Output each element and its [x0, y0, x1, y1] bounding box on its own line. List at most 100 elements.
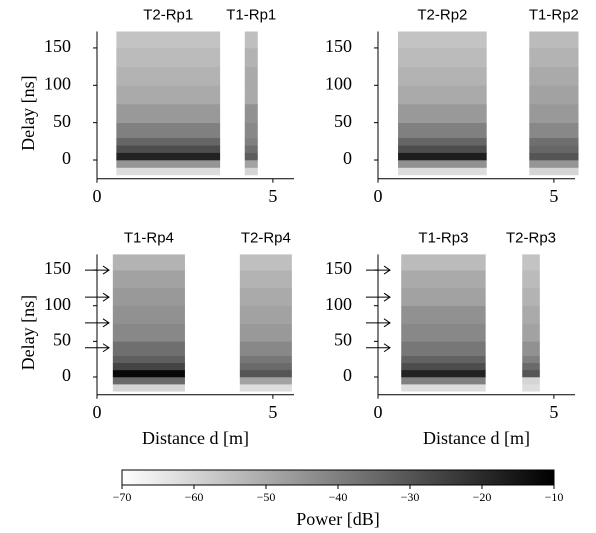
- colorbar: [121, 469, 555, 486]
- heat-cell: [239, 355, 292, 364]
- x-tick-label: 0: [93, 402, 102, 422]
- y-tick-label: 100: [325, 294, 352, 314]
- heat-cell: [116, 137, 221, 146]
- heat-cell: [239, 270, 292, 289]
- heat-cell: [244, 160, 258, 168]
- heat-cell: [244, 103, 258, 123]
- heat-cell: [239, 362, 292, 371]
- y-tick-label: 0: [62, 148, 71, 168]
- heat-cell: [398, 145, 487, 153]
- y-tick-label: 0: [343, 148, 352, 168]
- heat-cell: [116, 160, 221, 168]
- y-tick-label: 0: [343, 365, 352, 385]
- heat-cell: [398, 122, 487, 138]
- heat-cell: [398, 167, 487, 176]
- colorbar-tick-label: −10: [545, 490, 564, 504]
- heat-cell: [398, 85, 487, 105]
- heat-cell: [239, 376, 292, 385]
- heat-cell: [112, 323, 185, 342]
- heat-cell: [239, 369, 292, 378]
- heat-cell: [529, 167, 579, 176]
- colorbar-tick-label: −20: [473, 490, 492, 504]
- region-label: T1-Rp1: [226, 6, 276, 23]
- heat-cell: [112, 254, 185, 271]
- heat-cell: [529, 66, 579, 86]
- heat-cell: [401, 355, 486, 364]
- heat-cell: [398, 47, 487, 67]
- heat-cell: [401, 384, 486, 392]
- colorbar-tick-label: −30: [401, 490, 420, 504]
- heat-cell: [401, 376, 486, 385]
- x-tick-label: 5: [549, 186, 558, 206]
- heat-cell: [239, 305, 292, 324]
- heat-cell: [244, 66, 258, 86]
- heat-cell: [116, 31, 221, 49]
- heat-cell: [522, 254, 540, 271]
- heat-cell: [112, 362, 185, 371]
- heat-cell: [112, 305, 185, 324]
- heat-cell: [116, 103, 221, 123]
- x-tick-label: 0: [93, 186, 102, 206]
- y-tick-label: 100: [44, 294, 71, 314]
- heat-cell: [244, 137, 258, 146]
- heat-cell: [529, 122, 579, 138]
- region-label: T2-Rp1: [143, 6, 193, 23]
- heat-cell: [244, 167, 258, 176]
- heat-cell: [401, 341, 486, 356]
- colorbar-label: Power [dB]: [296, 509, 380, 529]
- arrow: [366, 343, 391, 353]
- heat-cell: [116, 167, 221, 176]
- heat-cell: [401, 270, 486, 289]
- arrow: [366, 318, 391, 328]
- colorbar-tick-label: −40: [329, 490, 348, 504]
- heat-cell: [522, 362, 540, 371]
- heat-cell: [116, 152, 221, 161]
- heat-cell: [239, 384, 292, 392]
- heat-cell: [529, 47, 579, 67]
- heat-cell: [116, 66, 221, 86]
- colorbar-tick-label: −70: [113, 490, 132, 504]
- heat-cell: [401, 323, 486, 342]
- heat-cell: [401, 362, 486, 371]
- heat-cell: [112, 341, 185, 356]
- heat-cell: [529, 145, 579, 153]
- heat-cell: [112, 355, 185, 364]
- y-tick-label: 150: [44, 258, 71, 278]
- heat-cell: [244, 122, 258, 138]
- x-axis-label: Distance d [m]: [423, 428, 530, 448]
- heat-cell: [112, 376, 185, 385]
- x-tick-label: 0: [374, 402, 383, 422]
- region-label: T2-Rp4: [241, 229, 291, 246]
- region-label: T1-Rp2: [529, 6, 579, 23]
- heat-cell: [401, 287, 486, 307]
- heat-cell: [244, 85, 258, 105]
- heat-cell: [522, 384, 540, 392]
- y-tick-label: 150: [325, 36, 352, 56]
- heat-cell: [522, 305, 540, 324]
- region-label: T1-Rp4: [124, 229, 174, 246]
- y-tick-label: 50: [53, 329, 71, 349]
- heat-cell: [239, 341, 292, 356]
- heat-cell: [116, 145, 221, 153]
- heat-cell: [239, 287, 292, 307]
- heat-cell: [112, 384, 185, 392]
- heat-cell: [522, 369, 540, 378]
- heat-cell: [522, 341, 540, 356]
- heat-cell: [244, 31, 258, 49]
- y-tick-label: 50: [334, 111, 352, 131]
- arrow: [366, 292, 391, 302]
- heat-cell: [239, 254, 292, 271]
- y-axis-label: Delay [ns]: [18, 75, 38, 150]
- arrow: [85, 265, 110, 275]
- heat-cell: [398, 137, 487, 146]
- x-tick-label: 5: [268, 186, 277, 206]
- y-axis-label: Delay [ns]: [18, 295, 38, 370]
- heat-cell: [522, 323, 540, 342]
- heat-cell: [398, 103, 487, 123]
- heat-cell: [529, 152, 579, 161]
- arrow: [85, 292, 110, 302]
- heat-cell: [401, 369, 486, 378]
- y-tick-label: 50: [53, 111, 71, 131]
- x-axis-label: Distance d [m]: [142, 428, 249, 448]
- heat-cell: [112, 270, 185, 289]
